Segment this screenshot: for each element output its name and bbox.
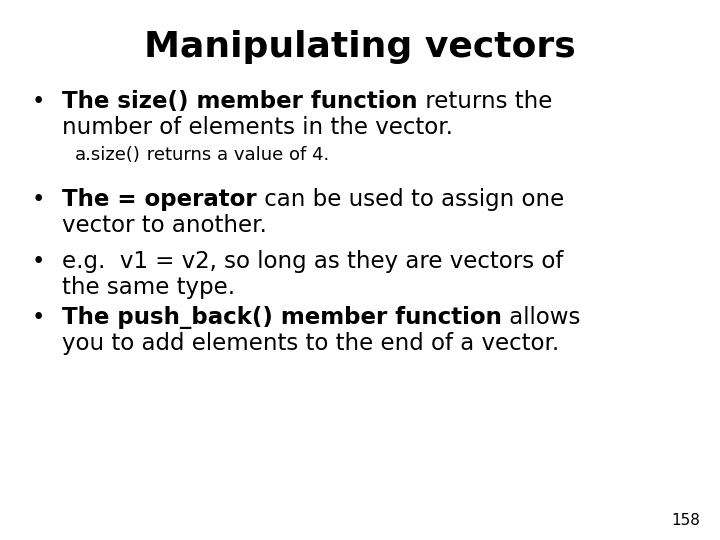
Text: •: • — [32, 90, 45, 113]
Text: a.size(): a.size() — [75, 146, 141, 164]
Text: you to add elements to the end of a vector.: you to add elements to the end of a vect… — [62, 332, 559, 355]
Text: •: • — [32, 306, 45, 329]
Text: •: • — [32, 188, 45, 211]
Text: can be used to assign one: can be used to assign one — [256, 188, 564, 211]
Text: The size() member function: The size() member function — [62, 90, 418, 113]
Text: Manipulating vectors: Manipulating vectors — [144, 30, 576, 64]
Text: number of elements in the vector.: number of elements in the vector. — [62, 116, 453, 139]
Text: The = operator: The = operator — [62, 188, 256, 211]
Text: 158: 158 — [671, 513, 700, 528]
Text: The push_back() member function: The push_back() member function — [62, 306, 502, 329]
Text: returns a value of 4.: returns a value of 4. — [141, 146, 329, 164]
Text: e.g.  v1 = v2, so long as they are vectors of: e.g. v1 = v2, so long as they are vector… — [62, 250, 563, 273]
Text: •: • — [32, 250, 45, 273]
Text: allows: allows — [502, 306, 580, 329]
Text: vector to another.: vector to another. — [62, 214, 267, 237]
Text: returns the: returns the — [418, 90, 552, 113]
Text: the same type.: the same type. — [62, 276, 235, 299]
